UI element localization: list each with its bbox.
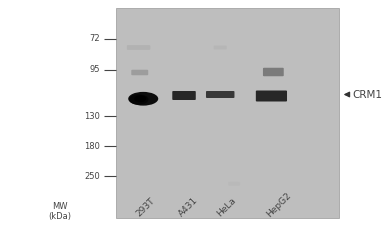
Ellipse shape xyxy=(129,94,149,104)
Text: HeLa: HeLa xyxy=(215,196,238,219)
FancyBboxPatch shape xyxy=(256,90,287,102)
Text: 130: 130 xyxy=(84,112,100,121)
FancyBboxPatch shape xyxy=(131,70,148,75)
Ellipse shape xyxy=(134,95,146,102)
Text: 180: 180 xyxy=(84,142,100,151)
Text: MW
(kDa): MW (kDa) xyxy=(48,202,71,221)
Text: 250: 250 xyxy=(84,172,100,181)
FancyBboxPatch shape xyxy=(214,46,227,50)
Text: 293T: 293T xyxy=(134,196,156,219)
Text: HepG2: HepG2 xyxy=(265,191,293,219)
FancyBboxPatch shape xyxy=(206,91,234,98)
FancyBboxPatch shape xyxy=(263,68,284,76)
FancyBboxPatch shape xyxy=(172,91,196,100)
Ellipse shape xyxy=(128,92,158,106)
FancyBboxPatch shape xyxy=(127,45,150,50)
Text: 72: 72 xyxy=(89,34,100,43)
Text: 95: 95 xyxy=(90,66,100,74)
Text: A431: A431 xyxy=(176,196,199,219)
Text: CRM1: CRM1 xyxy=(352,90,382,100)
Bar xyxy=(116,8,339,218)
FancyBboxPatch shape xyxy=(228,182,240,186)
